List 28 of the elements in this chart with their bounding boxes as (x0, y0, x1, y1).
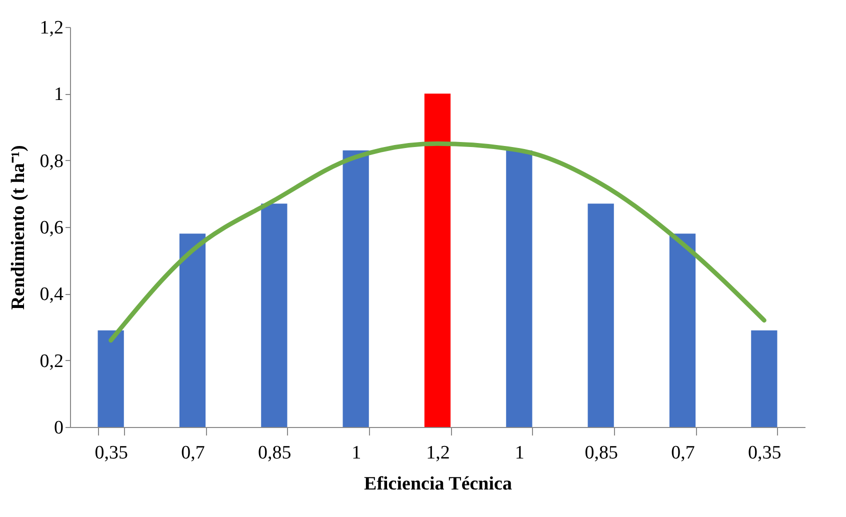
x-axis-title: Eficiencia Técnica (364, 474, 512, 494)
bar (751, 330, 778, 427)
bar (98, 330, 124, 427)
x-tick-label: 0,85 (258, 442, 292, 464)
y-tick-label: 0 (54, 418, 64, 438)
bar (424, 94, 451, 427)
line-series (108, 141, 766, 343)
x-tick-label: 0,7 (671, 442, 695, 464)
y-tick-label: 1 (54, 84, 64, 106)
x-tick-label: 0,85 (584, 442, 618, 464)
x-tick-label: 1,2 (426, 442, 450, 464)
y-tick-label: 0,4 (40, 284, 64, 306)
y-axis-title: Rendimiento (t ha⁻¹) (8, 145, 29, 310)
bar (669, 234, 696, 427)
bar (506, 150, 532, 427)
x-tick-label: 1 (514, 442, 524, 464)
bar (179, 234, 206, 427)
x-tick-label: 0,35 (748, 442, 782, 464)
y-tick-label: 0,6 (40, 218, 64, 238)
x-tick-label: 0,7 (181, 442, 205, 464)
y-tick-label: 0,8 (40, 150, 64, 172)
bar (261, 204, 288, 427)
y-tick-label: 1,2 (40, 18, 64, 38)
bar (588, 204, 614, 427)
y-tick-label: 0,2 (40, 350, 64, 372)
x-tick-label: 1 (352, 442, 362, 464)
bar (342, 150, 369, 427)
x-tick-label: 0,35 (94, 442, 128, 464)
